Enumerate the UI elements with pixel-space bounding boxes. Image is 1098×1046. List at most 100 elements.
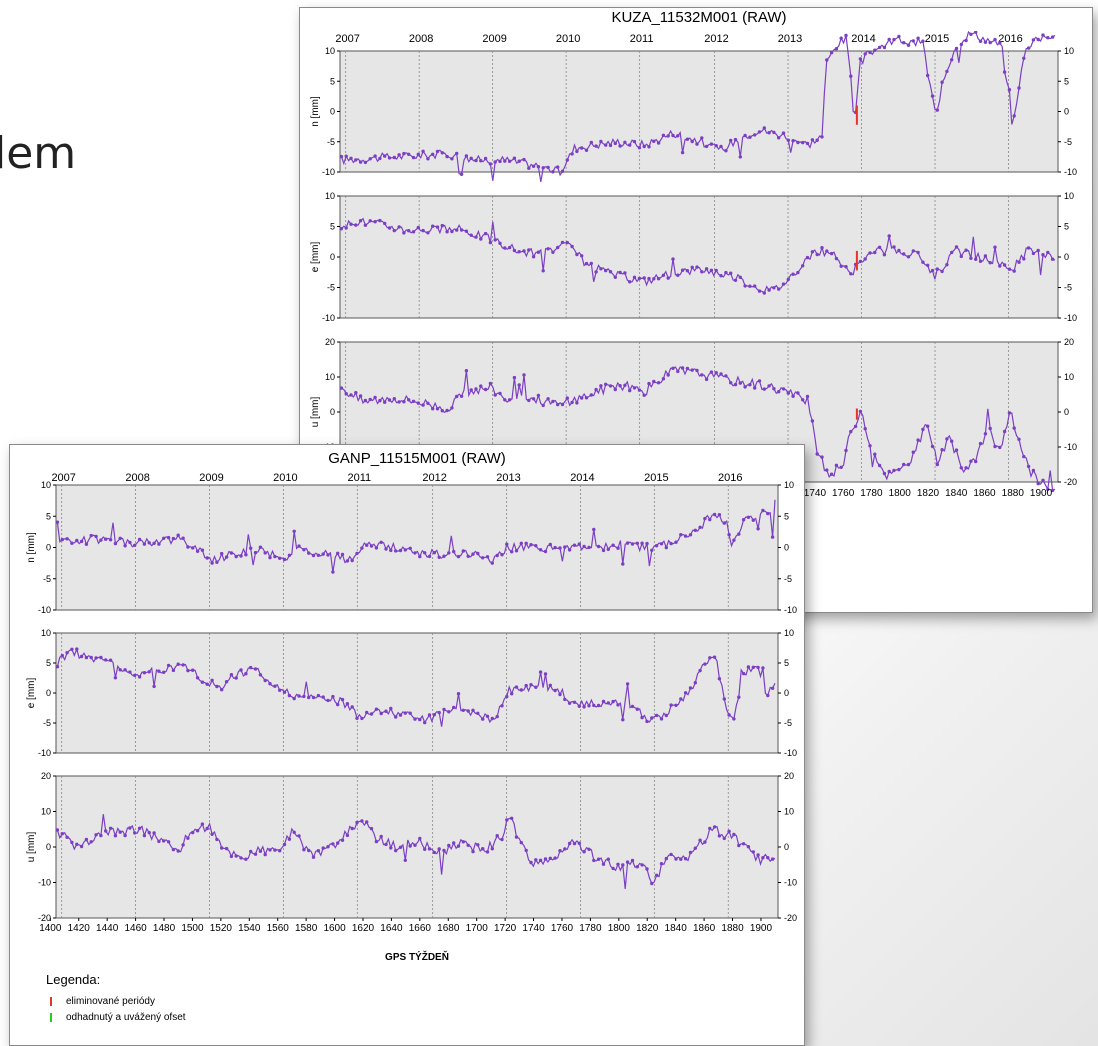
data-point: [258, 545, 263, 549]
data-point: [1007, 411, 1012, 415]
x-tick-label: 1900: [750, 923, 773, 934]
data-point: [858, 409, 863, 414]
data-point: [331, 842, 335, 846]
data-point: [613, 275, 617, 279]
data-point: [321, 552, 325, 556]
eliminated-period-marker: [855, 105, 858, 125]
data-point: [704, 267, 709, 271]
data-point: [514, 549, 519, 553]
data-point: [761, 856, 765, 860]
eliminated-period-marker: [855, 250, 858, 271]
data-point: [565, 240, 569, 245]
data-point: [471, 708, 475, 712]
data-point: [459, 172, 464, 176]
x-tick-label: 1740: [804, 488, 827, 499]
data-point: [796, 270, 800, 275]
data-point: [224, 846, 229, 851]
data-point: [551, 170, 555, 174]
data-point: [892, 37, 896, 42]
data-point: [756, 527, 760, 531]
data-point: [892, 468, 896, 473]
data-point: [374, 707, 379, 711]
data-point: [820, 455, 824, 459]
legend-item-eliminated: eliminované periódy: [46, 993, 186, 1009]
data-point: [703, 840, 707, 844]
data-point: [810, 250, 815, 254]
data-point: [781, 282, 786, 286]
data-point: [964, 466, 968, 470]
data-point: [628, 388, 632, 393]
data-point: [471, 552, 475, 556]
data-point: [679, 697, 683, 701]
data-point: [820, 246, 824, 250]
data-point: [844, 265, 848, 269]
data-point: [656, 277, 661, 281]
data-point: [84, 837, 89, 842]
data-point: [514, 835, 519, 839]
data-point: [945, 437, 949, 441]
data-point: [709, 370, 714, 374]
data-point: [427, 847, 432, 851]
data-point: [408, 546, 412, 550]
data-point: [703, 516, 707, 521]
data-point: [529, 683, 533, 687]
data-point: [118, 830, 122, 834]
data-point: [205, 556, 209, 560]
y-tick-label-right: -20: [784, 913, 797, 923]
data-point: [685, 137, 690, 141]
data-point: [659, 542, 664, 546]
data-point: [623, 140, 627, 144]
data-point: [767, 288, 771, 292]
data-point: [464, 229, 469, 233]
data-point: [349, 156, 353, 160]
data-point: [345, 702, 350, 706]
data-point: [392, 397, 396, 401]
year-label: 2009: [199, 472, 223, 484]
data-point: [964, 38, 968, 43]
data-point: [1012, 114, 1016, 118]
data-point: [471, 849, 475, 854]
data-point: [253, 852, 258, 856]
x-tick-label: 1820: [917, 488, 940, 499]
data-point: [801, 264, 805, 268]
data-point: [608, 384, 613, 388]
data-point: [263, 678, 267, 683]
data-point: [440, 409, 444, 413]
data-point: [99, 655, 103, 660]
data-point: [892, 245, 896, 249]
data-point: [993, 37, 997, 42]
data-point: [599, 267, 603, 271]
data-point: [743, 385, 747, 389]
data-point: [358, 394, 363, 398]
data-point: [321, 695, 325, 699]
data-point: [575, 401, 579, 405]
data-point: [988, 40, 992, 45]
data-point: [1026, 464, 1031, 469]
data-point: [464, 369, 469, 373]
y-tick-label-right: 10: [784, 480, 794, 490]
data-point: [397, 225, 401, 229]
data-point: [263, 551, 267, 555]
data-point: [481, 556, 485, 560]
data-point: [645, 719, 649, 724]
data-point: [656, 141, 661, 145]
data-point: [849, 429, 853, 434]
data-point: [709, 142, 714, 146]
data-point: [810, 138, 815, 142]
y-tick-label-right: 0: [784, 688, 789, 698]
data-point: [714, 371, 718, 375]
x-tick-label: 1780: [579, 923, 602, 934]
data-point: [849, 272, 853, 276]
data-point: [527, 248, 531, 252]
data-point: [733, 382, 738, 387]
plot-panel: [55, 632, 779, 754]
data-point: [94, 534, 98, 539]
data-point: [546, 397, 550, 401]
year-label: 2008: [409, 33, 433, 45]
data-point: [432, 713, 436, 717]
data-point: [618, 270, 622, 275]
data-point: [302, 848, 306, 852]
data-point: [690, 139, 694, 144]
data-point: [988, 426, 992, 431]
data-point: [959, 254, 963, 259]
